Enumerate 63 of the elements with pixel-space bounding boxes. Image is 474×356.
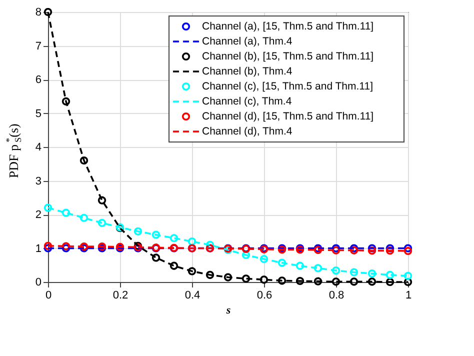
point [170,234,178,242]
point [314,277,322,286]
point [260,254,268,264]
y-tick-label: 4 [35,142,42,154]
point [80,214,88,222]
point [368,278,376,286]
x-tick-label: 0.4 [184,290,200,302]
point [206,270,214,279]
legend-label: Channel (c), [15, Thm.5 and Thm.11] [202,80,374,92]
x-tick-label: 1 [405,290,412,302]
x-tick-label: 0.6 [256,290,272,302]
y-tick-label: 0 [35,276,42,288]
point [152,254,160,262]
legend-label: Channel (a), Thm.4 [202,36,292,48]
legend-label: Channel (d), [15, Thm.5 and Thm.11] [202,110,374,122]
point [206,240,214,249]
point [314,264,322,272]
y-axis-title: PDF p*S(s) [4,124,23,178]
point [386,244,394,252]
point [368,244,376,252]
point [386,270,394,279]
point [242,274,250,283]
x-tick-label: 0.2 [112,290,128,302]
point [98,218,106,227]
point [278,258,286,267]
point [98,196,106,204]
x-tick-label: 0 [45,290,52,302]
point [332,278,340,286]
point [188,267,196,276]
point [386,278,394,286]
y-tick-label: 2 [35,209,42,221]
point [386,246,394,255]
y-tick-label: 1 [35,242,42,255]
point [170,262,178,270]
point [152,230,160,239]
y-tick-label: 6 [35,74,42,86]
legend-label: Channel (d), Thm.4 [202,126,292,138]
y-tick-label: 5 [35,108,42,120]
legend-label: Channel (b), Thm.4 [202,66,292,78]
point [350,268,358,276]
point [332,266,340,275]
point [368,270,376,278]
point [368,246,376,255]
point [296,276,304,286]
legend-label: Channel (a), [15, Thm.5 and Thm.11] [202,20,374,32]
point [278,276,286,285]
x-tick-label: 0.8 [328,290,344,302]
x-axis-title: s [225,304,231,316]
point [350,278,358,286]
point [62,208,70,217]
legend-label: Channel (c), Thm.4 [202,96,292,108]
point [260,276,268,284]
point [134,227,142,236]
point [296,262,304,270]
point [80,156,88,165]
legend-label: Channel (b), [15, Thm.5 and Thm.11] [202,50,374,62]
y-tick-label: 7 [35,40,42,52]
point [188,237,196,246]
y-tick-label: 8 [35,6,42,18]
point [62,97,70,106]
point [242,250,250,260]
y-tick-label: 3 [35,175,42,188]
point [224,273,232,282]
